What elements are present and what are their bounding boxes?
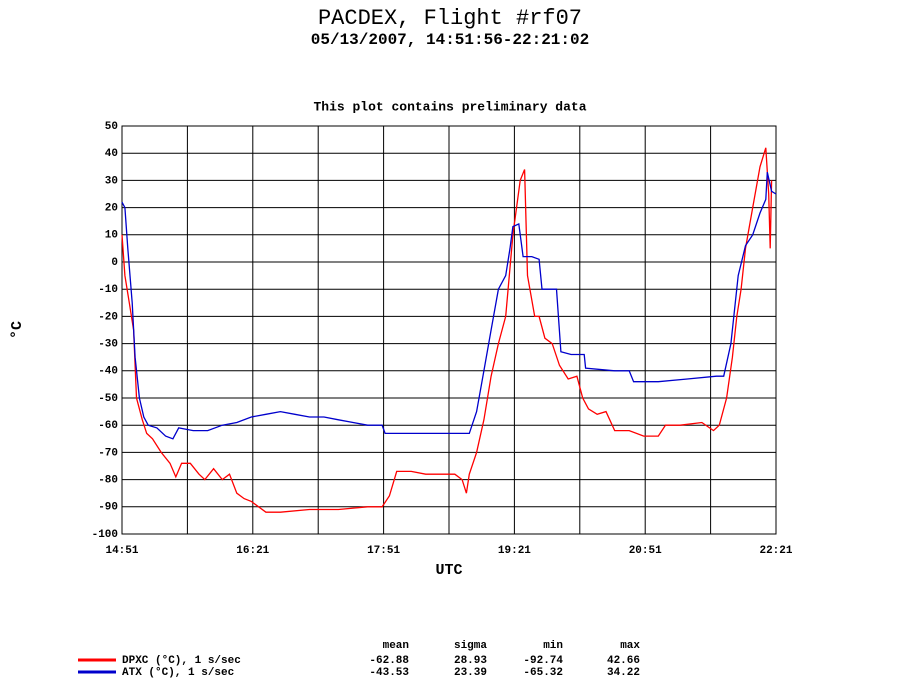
stats-value: -92.74 [523,655,563,667]
y-tick-label: 30 [105,175,118,187]
x-tick-label: 22:21 [759,545,792,557]
stats-header: max [620,640,640,652]
x-tick-label: 16:21 [236,545,269,557]
stats-value: 34.22 [607,667,640,679]
y-tick-label: -90 [98,502,118,514]
y-axis-label: °C [9,321,26,339]
y-tick-label: -60 [98,420,118,432]
data-line [121,147,773,513]
y-tick-label: 50 [105,121,118,133]
stats-value: 42.66 [607,655,640,667]
y-tick-label: -40 [98,366,118,378]
stats-value: 28.93 [454,655,487,667]
y-tick-label: -20 [98,311,118,323]
x-tick-label: 20:51 [629,545,662,557]
y-tick-label: -100 [92,529,118,541]
stats-header: min [543,640,563,652]
note: This plot contains preliminary data [313,99,586,114]
stats-value: 23.39 [454,667,487,679]
stats-header: sigma [454,640,487,652]
stats-header: mean [383,640,409,652]
y-tick-label: -50 [98,393,118,405]
y-tick-label: -10 [98,284,118,296]
x-axis-label: UTC [435,562,462,579]
chart-title: PACDEX, Flight #rf07 [318,6,582,31]
x-tick-label: 17:51 [367,545,400,557]
y-tick-label: -80 [98,475,118,487]
y-tick-label: -70 [98,447,118,459]
y-tick-label: 0 [111,257,118,269]
stats-value: -43.53 [369,667,409,679]
x-tick-label: 14:51 [105,545,138,557]
x-tick-label: 19:21 [498,545,531,557]
stats-value: -62.88 [369,655,409,667]
legend-label: DPXC (°C), 1 s/sec [122,655,241,667]
data-line [121,172,777,440]
y-tick-label: 20 [105,203,118,215]
stats-value: -65.32 [523,667,563,679]
y-tick-label: 40 [105,148,118,160]
legend-label: ATX (°C), 1 s/sec [122,667,234,679]
y-tick-label: 10 [105,230,118,242]
chart-subtitle: 05/13/2007, 14:51:56-22:21:02 [311,31,589,49]
y-tick-label: -30 [98,339,118,351]
